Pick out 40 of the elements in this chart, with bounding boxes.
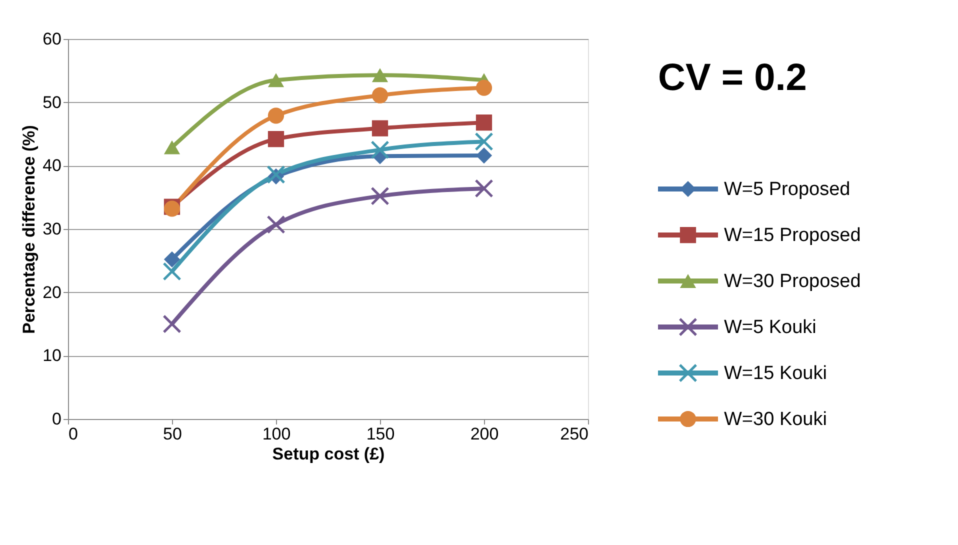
point xyxy=(476,114,492,131)
legend-label: W=30 Kouki xyxy=(724,409,827,430)
y-tick-label: 50 xyxy=(42,92,62,112)
y-tick-label: 0 xyxy=(52,410,62,428)
text: CV = 0.2 xyxy=(658,57,807,99)
y-tick-label: 20 xyxy=(42,282,62,302)
legend-label: W=30 Proposed xyxy=(724,271,861,292)
point xyxy=(266,165,286,184)
point xyxy=(162,314,182,334)
x-axis-title: Setup cost (£) xyxy=(272,444,385,464)
point xyxy=(268,73,284,88)
point xyxy=(164,251,180,268)
x-tick-label: 150 xyxy=(366,424,395,444)
y-tick-label: 10 xyxy=(42,346,62,366)
x-tick-label: 50 xyxy=(163,424,182,444)
y-tick-label: 60 xyxy=(42,30,62,48)
point xyxy=(370,140,390,160)
point xyxy=(372,87,388,104)
y-axis-title: Percentage difference (%) xyxy=(20,125,39,334)
point xyxy=(266,215,286,234)
x-tick-label: 200 xyxy=(470,424,499,444)
legend-label: W=5 Proposed xyxy=(724,179,850,200)
point xyxy=(370,186,390,206)
x-tick-label: 100 xyxy=(262,424,291,444)
x-tick-label: 250 xyxy=(560,424,588,444)
point xyxy=(474,132,494,151)
point xyxy=(268,108,284,124)
legend-label: W=5 Kouki xyxy=(724,317,816,338)
point xyxy=(164,140,180,154)
y-tick-label: 30 xyxy=(42,220,62,238)
x-tick-label: 0 xyxy=(68,424,78,444)
point xyxy=(476,80,492,96)
legend-label: W=15 Proposed xyxy=(724,225,861,246)
point xyxy=(474,179,494,198)
point xyxy=(268,131,284,148)
point xyxy=(372,68,388,82)
point xyxy=(372,120,388,136)
legend-label: W=15 Kouki xyxy=(724,363,827,384)
point xyxy=(162,262,182,281)
y-tick-label: 40 xyxy=(42,156,62,176)
